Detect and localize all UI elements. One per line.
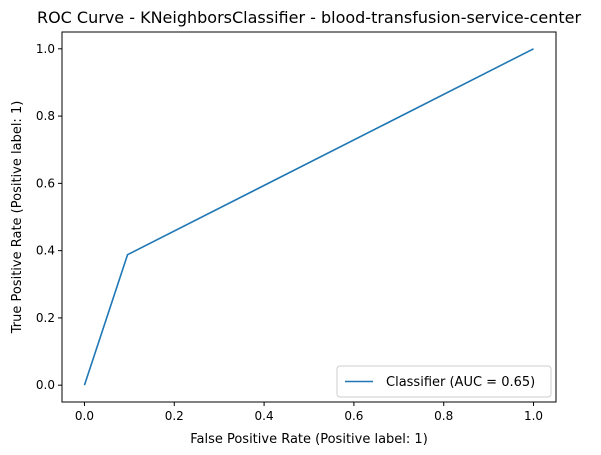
- x-tick-label: 0.0: [75, 409, 94, 423]
- legend: Classifier (AUC = 0.65): [336, 365, 552, 398]
- series-layer: [83, 48, 534, 386]
- x-tick-label: 0.8: [434, 409, 453, 423]
- x-tick-label: 1.0: [524, 409, 543, 423]
- y-tick-label: 0.2: [36, 311, 55, 325]
- y-axis-ticks: 0.0 0.2 0.4 0.6 0.8 1.0: [36, 42, 62, 392]
- y-tick-label: 0.4: [36, 244, 55, 258]
- x-axis-label: False Positive Rate (Positive label: 1): [190, 432, 428, 447]
- legend-box: [336, 365, 552, 398]
- x-tick-label: 0.4: [255, 409, 274, 423]
- y-tick-label: 0.6: [36, 176, 55, 190]
- x-axis-ticks: 0.0 0.2 0.4 0.6 0.8 1.0: [75, 402, 543, 423]
- plot-frame: [61, 31, 557, 403]
- chart-title: ROC Curve - KNeighborsClassifier - blood…: [37, 8, 581, 27]
- roc-curve-line: [83, 48, 534, 386]
- x-tick-label: 0.2: [165, 409, 184, 423]
- y-tick-label: 0.8: [36, 109, 55, 123]
- y-axis-label: True Positive Rate (Positive label: 1): [10, 101, 25, 335]
- y-tick-label: 1.0: [36, 42, 55, 56]
- legend-entry-label: Classifier (AUC = 0.65): [386, 375, 535, 390]
- x-tick-label: 0.6: [344, 409, 363, 423]
- y-tick-label: 0.0: [36, 378, 55, 392]
